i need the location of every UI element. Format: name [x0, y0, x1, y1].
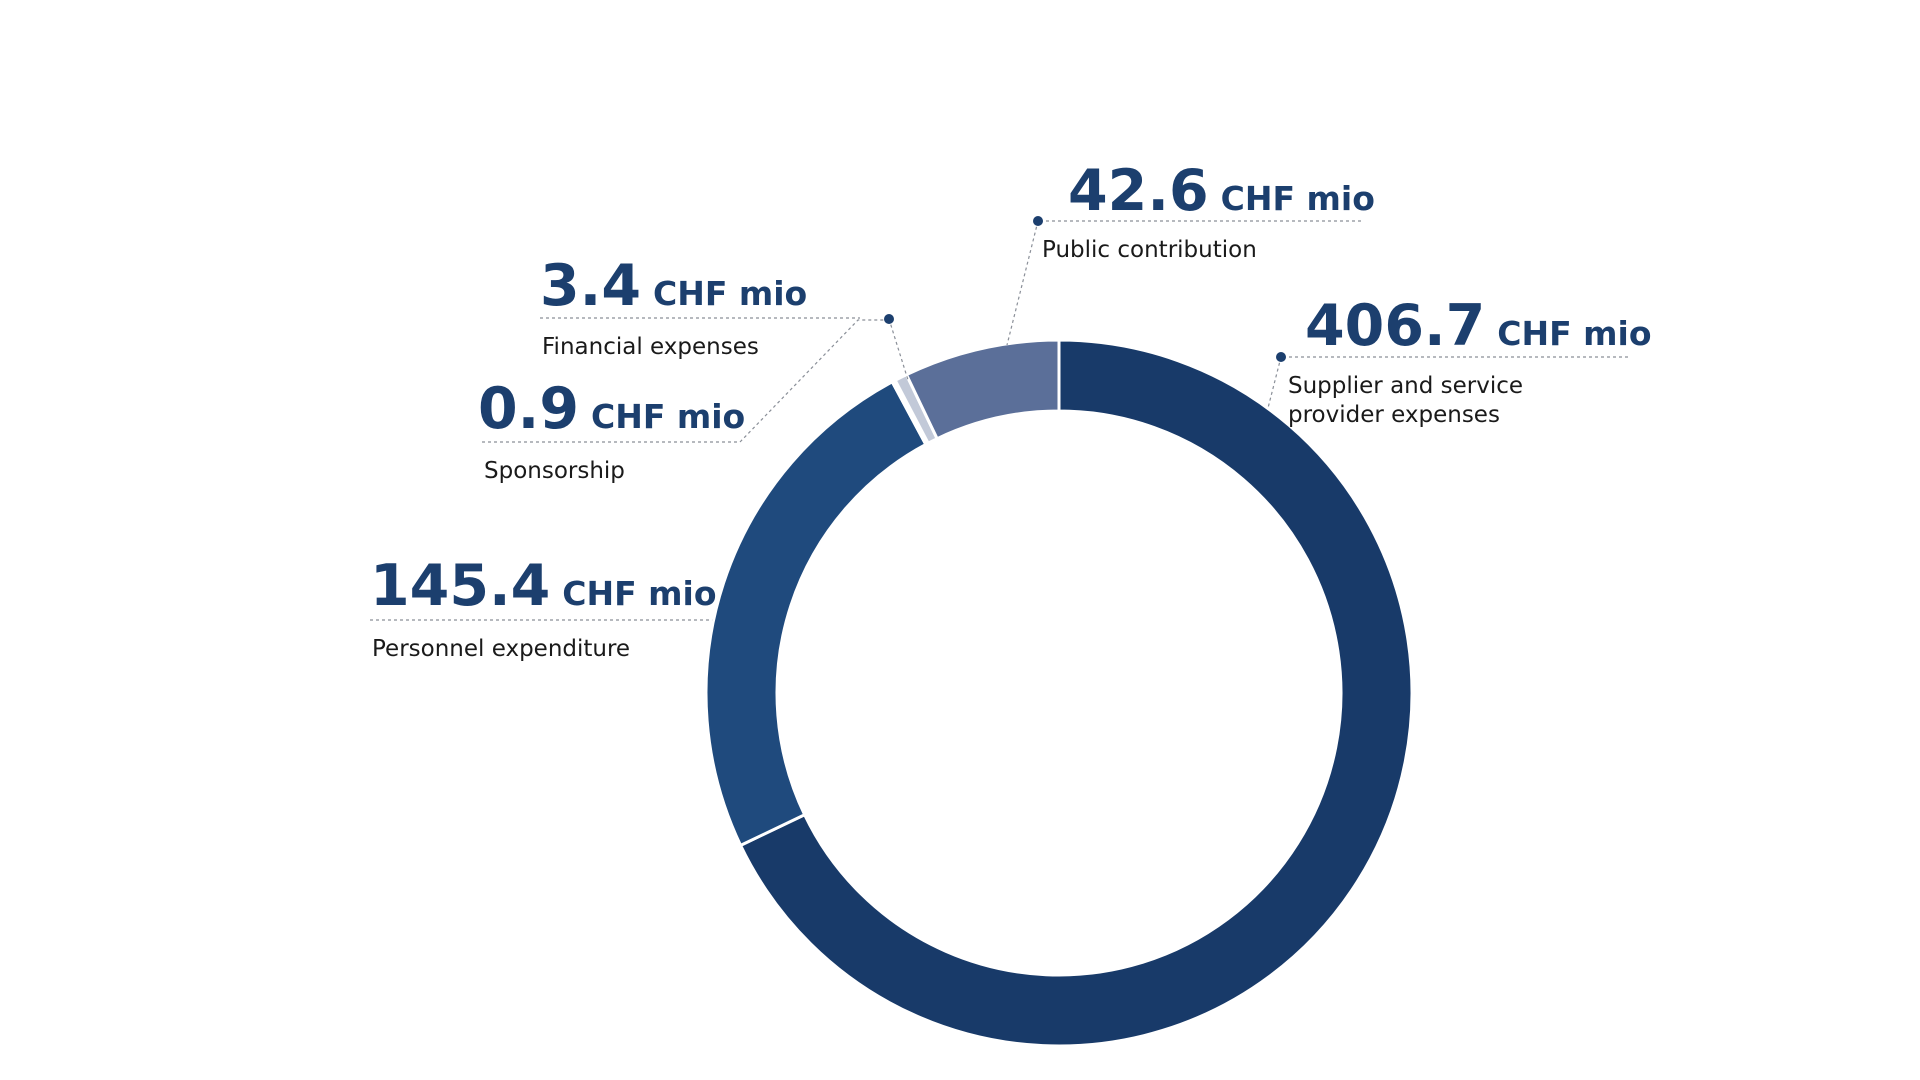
leader-dot-financial-expenses [884, 314, 894, 324]
value-label-supplier-and-service-provider-expenses: 406.7 CHF mio [1305, 293, 1652, 359]
slice-supplier-and-service-provider-expenses [738, 338, 1414, 1048]
leaders-layer [370, 216, 1628, 621]
leader-line-public-contribution [1006, 220, 1039, 346]
labels-layer: 406.7 CHF mio Supplier and service provider… [370, 158, 1652, 662]
value-unit-sponsorship: CHF mio [591, 397, 745, 436]
value-label-public-contribution: 42.6 CHF mio [1068, 158, 1375, 224]
leader-line-supplier-and-service-provider-expenses [1267, 356, 1282, 409]
value-unit-public-contribution: CHF mio [1221, 179, 1375, 218]
slices-layer [704, 338, 1414, 1048]
value-unit-financial-expenses: CHF mio [653, 274, 807, 313]
category-label-supplier-and-service-provider-expenses: provider expenses [1288, 402, 1500, 428]
category-label-sponsorship: Sponsorship [484, 458, 625, 484]
value-number-sponsorship: 0.9 [478, 376, 579, 442]
leader-dot-public-contribution [1033, 216, 1043, 226]
value-unit-supplier-and-service-provider-expenses: CHF mio [1497, 314, 1651, 353]
category-label-supplier-and-service-provider-expenses: Supplier and service [1288, 373, 1523, 399]
leader-line-financial-expenses [888, 318, 909, 381]
value-number-public-contribution: 42.6 [1068, 158, 1209, 224]
category-label-personnel-expenditure: Personnel expenditure [372, 636, 630, 662]
value-number-personnel-expenditure: 145.4 [370, 553, 550, 619]
leader-dot-supplier-and-service-provider-expenses [1276, 352, 1286, 362]
value-label-financial-expenses: 3.4 CHF mio [540, 253, 807, 319]
value-number-financial-expenses: 3.4 [540, 253, 641, 319]
category-label-public-contribution: Public contribution [1042, 237, 1257, 263]
value-label-sponsorship: 0.9 CHF mio [478, 376, 745, 442]
slice-public-contribution [904, 338, 1061, 441]
leader-line-sponsorship [739, 319, 889, 443]
value-number-supplier-and-service-provider-expenses: 406.7 [1305, 293, 1485, 359]
slice-personnel-expenditure [704, 379, 928, 848]
value-unit-personnel-expenditure: CHF mio [562, 574, 716, 613]
category-label-financial-expenses: Financial expenses [542, 334, 759, 360]
value-label-personnel-expenditure: 145.4 CHF mio [370, 553, 717, 619]
